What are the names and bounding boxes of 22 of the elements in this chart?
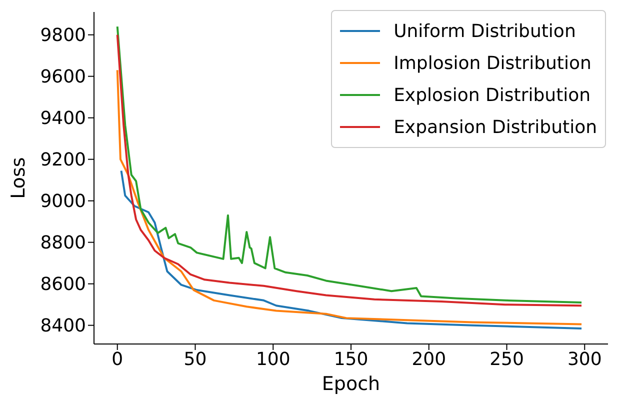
legend-label: Explosion Distribution — [394, 84, 591, 106]
legend-label: Implosion Distribution — [394, 52, 592, 74]
y-tick-label: 8800 — [40, 232, 86, 254]
legend-label: Uniform Distribution — [394, 20, 576, 42]
x-axis-title: Epoch — [322, 373, 380, 395]
x-tick-label: 0 — [112, 348, 124, 370]
y-tick-label: 9200 — [40, 150, 86, 171]
y-axis-title: Loss — [8, 157, 30, 199]
y-tick-label: 9800 — [40, 25, 86, 46]
y-tick-label: 9000 — [40, 191, 86, 212]
y-tick-label: 8400 — [40, 316, 86, 337]
x-tick-label: 100 — [256, 348, 290, 370]
x-tick-label: 50 — [184, 348, 207, 370]
y-tick-label: 9600 — [40, 66, 86, 88]
y-tick-label: 9400 — [40, 108, 86, 130]
line-series — [120, 170, 583, 330]
x-tick-label: 150 — [334, 348, 368, 370]
x-tick-label: 250 — [490, 348, 524, 370]
x-tick-label: 300 — [567, 348, 602, 370]
legend-label: Expansion Distribution — [394, 116, 597, 138]
x-tick-label: 200 — [412, 348, 446, 370]
y-tick-label: 8600 — [40, 274, 86, 296]
